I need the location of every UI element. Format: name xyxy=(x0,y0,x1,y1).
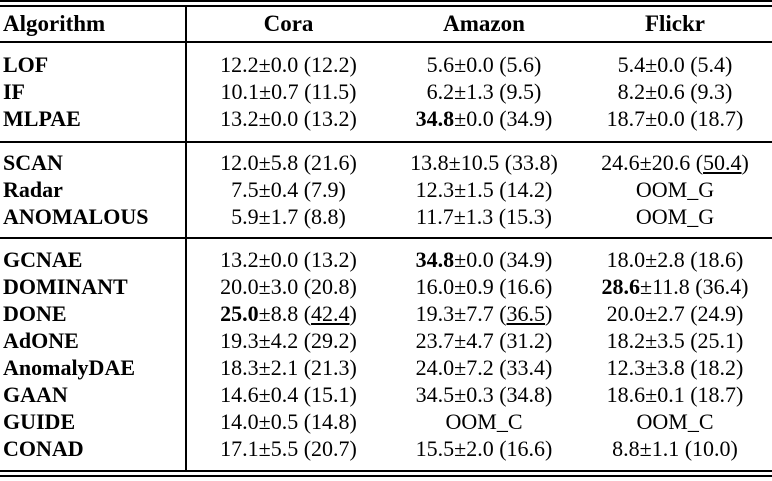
flickr-value: 5.4±0.0 (5.4) xyxy=(617,51,733,77)
flickr-value: OOM_C xyxy=(636,408,714,434)
amazon-value: 19.3±7.7 (36.5) xyxy=(415,300,553,326)
table-row: AnomalyDAE 18.3±2.1 (21.3) 24.0±7.2 (33.4)… xyxy=(0,354,772,381)
algorithm-name: LOF xyxy=(3,51,49,77)
flickr-value: 20.0±2.7 (24.9) xyxy=(606,300,744,326)
table-row: LOF 12.2±0.0 (12.2) 5.6±0.0 (5.6) 5.4±0.0 (… xyxy=(0,51,772,78)
column-header-amazon: Amazon xyxy=(443,11,525,36)
amazon-value: 16.0±0.9 (16.6) xyxy=(415,273,553,299)
algorithm-name: MLPAE xyxy=(3,105,81,131)
flickr-value: 8.2±0.6 (9.3) xyxy=(617,78,733,104)
algorithm-name: ANOMALOUS xyxy=(3,203,149,229)
cora-value: 12.2±0.0 (12.2) xyxy=(220,51,357,77)
table-row: Radar 7.5±0.4 (7.9) 12.3±1.5 (14.2) OOM_G xyxy=(0,176,772,203)
flickr-value: 24.6±20.6 (50.4) xyxy=(601,149,749,175)
cora-value: 14.6±0.4 (15.1) xyxy=(220,381,357,407)
flickr-value: 8.8±1.1 (10.0) xyxy=(612,435,738,461)
section-divider xyxy=(0,141,772,143)
amazon-value: 23.7±4.7 (31.2) xyxy=(415,327,553,353)
cora-value: 20.0±3.0 (20.8) xyxy=(220,273,357,299)
flickr-value: 18.0±2.8 (18.6) xyxy=(606,246,744,272)
column-separator-line xyxy=(185,7,187,470)
cora-value: 18.3±2.1 (21.3) xyxy=(220,354,357,380)
cora-value: 17.1±5.5 (20.7) xyxy=(220,435,357,461)
cora-value: 25.0±8.8 (42.4) xyxy=(220,300,357,326)
cora-value: 5.9±1.7 (8.8) xyxy=(231,203,346,229)
algorithm-name: AdONE xyxy=(3,327,79,353)
amazon-value: 13.8±10.5 (33.8) xyxy=(410,149,558,175)
flickr-value: 18.7±0.0 (18.7) xyxy=(606,105,744,131)
table-row: GCNAE 13.2±0.0 (13.2) 34.8±0.0 (34.9) 18.0±… xyxy=(0,246,772,273)
amazon-value: 15.5±2.0 (16.6) xyxy=(415,435,553,461)
algorithm-name: CONAD xyxy=(3,435,84,461)
cora-value: 13.2±0.0 (13.2) xyxy=(220,105,357,131)
table-row: DOMINANT 20.0±3.0 (20.8) 16.0±0.9 (16.6) 28… xyxy=(0,273,772,300)
cora-value: 10.1±0.7 (11.5) xyxy=(220,78,357,104)
amazon-value: 11.7±1.3 (15.3) xyxy=(416,203,552,229)
flickr-value: 28.6±11.8 (36.4) xyxy=(601,273,749,299)
cora-value: 19.3±4.2 (29.2) xyxy=(220,327,357,353)
amazon-value: 12.3±1.5 (14.2) xyxy=(415,176,553,202)
table-row: DONE 25.0±8.8 (42.4) 19.3±7.7 (36.5) 20.0±2… xyxy=(0,300,772,327)
algorithm-name: AnomalyDAE xyxy=(3,354,136,380)
table-header: Algorithm Cora Amazon Flickr xyxy=(0,7,772,41)
bottom-rule xyxy=(0,470,772,477)
cora-value: 14.0±0.5 (14.8) xyxy=(220,408,357,434)
header-rule xyxy=(0,41,772,43)
column-header-algorithm: Algorithm xyxy=(3,11,106,36)
flickr-value: 12.3±3.8 (18.2) xyxy=(606,354,744,380)
amazon-value: OOM_C xyxy=(445,408,523,434)
column-header-cora: Cora xyxy=(263,11,314,36)
cora-value: 12.0±5.8 (21.6) xyxy=(220,149,357,175)
table-row: SCAN 12.0±5.8 (21.6) 13.8±10.5 (33.8) 24.6±… xyxy=(0,149,772,176)
flickr-value: OOM_G xyxy=(635,203,715,229)
flickr-value: OOM_G xyxy=(635,176,715,202)
algorithm-name: Radar xyxy=(3,176,63,202)
table-row: ANOMALOUS 5.9±1.7 (8.8) 11.7±1.3 (15.3) OOM… xyxy=(0,203,772,230)
column-header-flickr: Flickr xyxy=(644,11,706,36)
amazon-value: 24.0±7.2 (33.4) xyxy=(415,354,553,380)
amazon-value: 6.2±1.3 (9.5) xyxy=(426,78,542,104)
table-row: CONAD 17.1±5.5 (20.7) 15.5±2.0 (16.6) 8.8±1… xyxy=(0,435,772,462)
algorithm-name: SCAN xyxy=(3,149,63,175)
algorithm-name: GUIDE xyxy=(3,408,76,434)
table-row: IF 10.1±0.7 (11.5) 6.2±1.3 (9.5) 8.2±0.6 (9… xyxy=(0,78,772,105)
amazon-value: 5.6±0.0 (5.6) xyxy=(426,51,542,77)
cora-value: 7.5±0.4 (7.9) xyxy=(231,176,346,202)
algorithm-name: GCNAE xyxy=(3,246,83,272)
amazon-value: 34.5±0.3 (34.8) xyxy=(415,381,553,407)
table-row: GUIDE 14.0±0.5 (14.8) OOM_C OOM_C xyxy=(0,408,772,435)
algorithm-name: IF xyxy=(3,78,25,104)
flickr-value: 18.2±3.5 (25.1) xyxy=(606,327,744,353)
section-divider xyxy=(0,237,772,239)
table-section-classical: LOF 12.2±0.0 (12.2) 5.6±0.0 (5.6) 5.4±0.0 (… xyxy=(0,43,772,141)
top-rule xyxy=(0,0,772,7)
table-section-nonlearning: SCAN 12.0±5.8 (21.6) 13.8±10.5 (33.8) 24.6±… xyxy=(0,143,772,237)
algorithm-name: DONE xyxy=(3,300,67,326)
cora-value: 13.2±0.0 (13.2) xyxy=(220,246,357,272)
table-row: AdONE 19.3±4.2 (29.2) 23.7±4.7 (31.2) 18.2±… xyxy=(0,327,772,354)
table-section-graph-learning: GCNAE 13.2±0.0 (13.2) 34.8±0.0 (34.9) 18.0±… xyxy=(0,239,772,470)
table-row: GAAN 14.6±0.4 (15.1) 34.5±0.3 (34.8) 18.6±0… xyxy=(0,381,772,408)
table-row: MLPAE 13.2±0.0 (13.2) 34.8±0.0 (34.9) 18.7±… xyxy=(0,105,772,132)
amazon-value: 34.8±0.0 (34.9) xyxy=(415,246,553,272)
algorithm-name: DOMINANT xyxy=(3,273,128,299)
flickr-value: 18.6±0.1 (18.7) xyxy=(606,381,744,407)
algorithm-name: GAAN xyxy=(3,381,68,407)
amazon-value: 34.8±0.0 (34.9) xyxy=(415,105,553,131)
